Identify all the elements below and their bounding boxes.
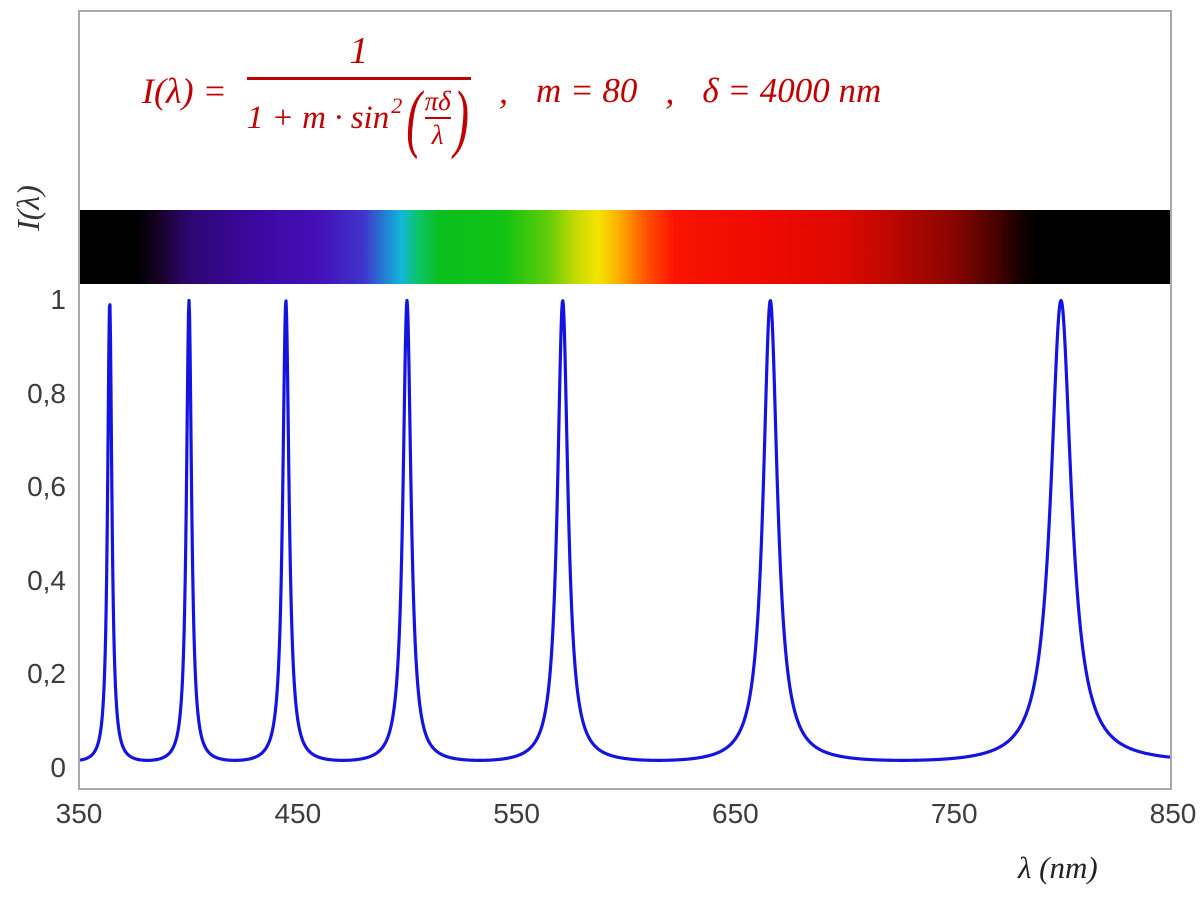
intensity-curve (80, 298, 1170, 762)
separator-comma-1: , (498, 70, 508, 111)
y-tick-label: 0,6 (27, 471, 66, 503)
inner-numerator: πδ (424, 85, 451, 116)
inner-fraction-bar (424, 117, 451, 120)
y-tick-label: 0,4 (27, 564, 66, 596)
y-tick-label: 0,8 (27, 377, 66, 409)
x-tick-label: 650 (712, 798, 759, 829)
x-tick-label: 550 (493, 798, 540, 829)
curve-path (80, 298, 1170, 762)
visible-spectrum-bar (80, 210, 1170, 284)
fraction-denominator: 1 + m · sin 2 ( πδ λ ) (246, 79, 471, 155)
denominator-prefix: 1 + m · sin (246, 99, 390, 136)
open-paren: ( (406, 75, 422, 160)
param-delta: δ = 4000 nm (702, 70, 882, 110)
y-tick-label: 1 (50, 284, 66, 315)
x-axis-title: λ (nm) (1018, 850, 1098, 885)
x-tick-label: 350 (55, 798, 103, 829)
plot-frame: I(λ) = 1 1 + m · sin 2 ( πδ λ ) , m = 80 … (78, 10, 1172, 790)
x-tick-label: 750 (930, 798, 978, 829)
separator-comma-2: , (665, 70, 675, 111)
x-tick-label: 450 (274, 798, 322, 829)
fraction-numerator: 1 (349, 30, 369, 72)
formula-lhs: I(λ) = (142, 70, 227, 111)
param-m: m = 80 (535, 70, 638, 110)
y-tick-label: 0 (50, 752, 66, 783)
formula: I(λ) = 1 1 + m · sin 2 ( πδ λ ) , m = 80 … (142, 30, 882, 155)
inner-fraction: πδ λ (424, 85, 451, 151)
sin-exponent: 2 (391, 93, 403, 119)
formula-fraction: 1 1 + m · sin 2 ( πδ λ ) (246, 30, 471, 155)
close-paren: ) (453, 75, 469, 160)
y-tick-label: 0,2 (27, 658, 66, 690)
inner-denominator: λ (431, 120, 444, 151)
fraction-bar (246, 76, 471, 80)
x-tick-label: 850 (1149, 798, 1197, 829)
